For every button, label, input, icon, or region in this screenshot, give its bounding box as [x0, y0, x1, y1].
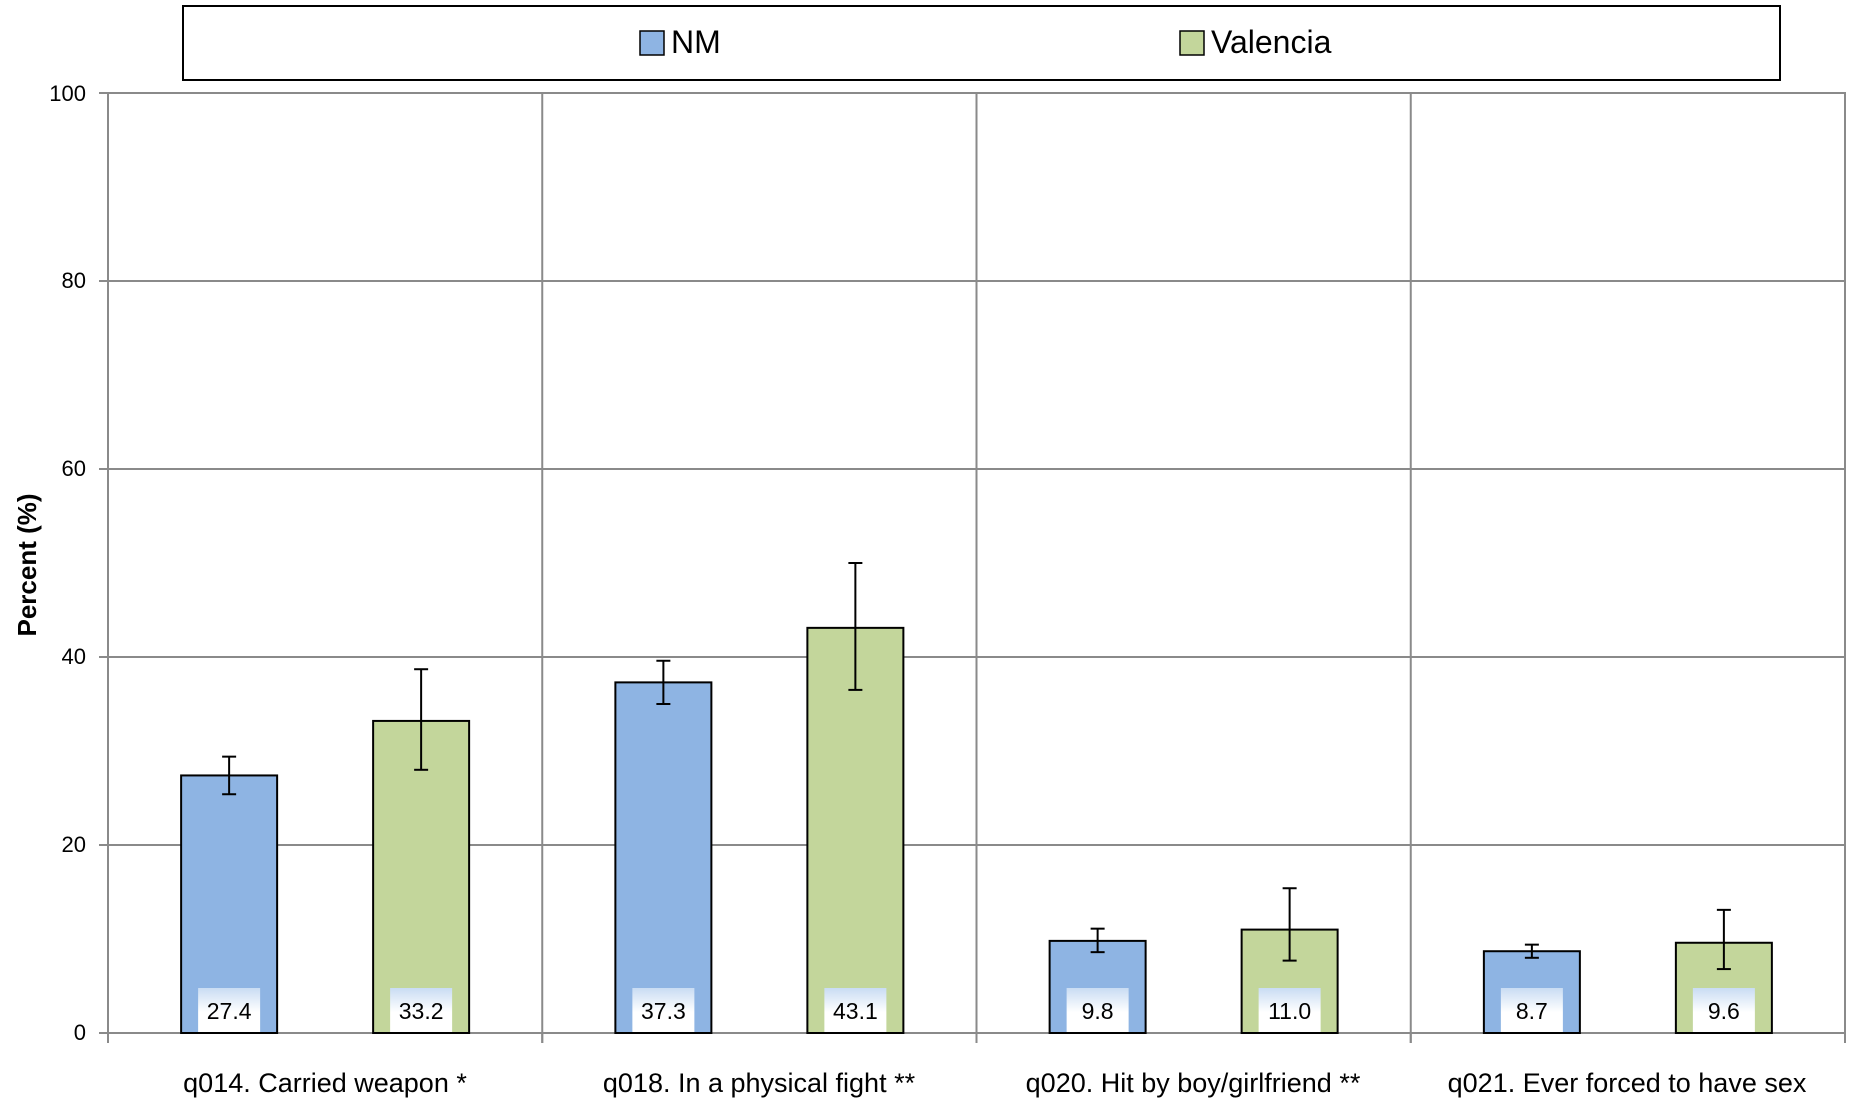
- data-label-box-nm: [632, 988, 695, 1032]
- bar-valencia: [806, 626, 905, 1034]
- y-tick-label: 0: [74, 1020, 86, 1045]
- legend-label-nm: NM: [671, 24, 721, 60]
- data-label-box-nm: [1066, 988, 1129, 1032]
- x-axis-categories: q014. Carried weapon * q018. In a physic…: [183, 1068, 1807, 1098]
- legend-swatch-valencia: [1179, 30, 1205, 56]
- legend-label-valencia: Valencia: [1211, 24, 1332, 60]
- x-category-label: q018. In a physical fight **: [603, 1068, 916, 1098]
- data-label-valencia: 9.6: [1708, 998, 1740, 1024]
- plot-area: 27.4 33.2 37.3 43.1 9.8 11.0 8.7 9.6: [180, 562, 1773, 1035]
- y-tick-label: 80: [62, 268, 86, 293]
- legend-swatch-nm: [639, 30, 665, 56]
- data-label-nm: 9.8: [1082, 998, 1114, 1024]
- bar-valencia: [372, 719, 471, 1034]
- data-label-nm: 37.3: [641, 998, 686, 1024]
- y-tick-label: 100: [49, 81, 86, 106]
- y-axis-label: Percent (%): [12, 493, 42, 636]
- data-label-valencia: 43.1: [833, 998, 878, 1024]
- data-label-box-valencia: [1692, 988, 1755, 1032]
- y-tick-label: 20: [62, 832, 86, 857]
- data-label-box-valencia: [390, 988, 453, 1032]
- data-label-nm: 27.4: [207, 998, 252, 1024]
- x-category-label: q020. Hit by boy/girlfriend **: [1026, 1068, 1361, 1098]
- y-tick-label: 40: [62, 644, 86, 669]
- bar-nm: [614, 681, 713, 1034]
- data-label-box-nm: [1500, 988, 1563, 1032]
- data-label-valencia: 33.2: [399, 998, 444, 1024]
- data-label-box-valencia: [824, 988, 887, 1032]
- y-axis-ticks: 0 20 40 60 80 100: [49, 81, 86, 1045]
- data-label-valencia: 11.0: [1268, 998, 1311, 1024]
- data-label-nm: 8.7: [1516, 998, 1548, 1024]
- data-label-box-nm: [198, 988, 261, 1032]
- x-category-label: q021. Ever forced to have sex: [1448, 1068, 1807, 1098]
- legend: NM Valencia: [182, 5, 1781, 81]
- legend-box: [182, 5, 1781, 81]
- x-category-label: q014. Carried weapon *: [183, 1068, 467, 1098]
- y-tick-label: 60: [62, 456, 86, 481]
- data-label-box-valencia: [1258, 988, 1321, 1032]
